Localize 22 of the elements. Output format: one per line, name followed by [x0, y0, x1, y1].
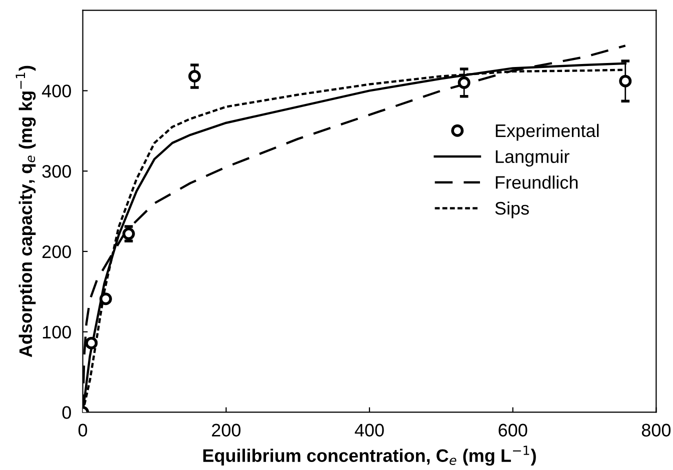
x-tick-label: 600	[498, 424, 528, 437]
point	[188, 70, 201, 82]
legend-label: Freundlich	[496, 176, 578, 189]
point	[619, 74, 632, 88]
point	[85, 336, 98, 350]
x-tick-label: 0	[78, 424, 88, 437]
x-tick-label: 200	[212, 424, 240, 437]
legend-label: Sips	[495, 201, 529, 218]
y-tick-label: 400	[42, 84, 71, 98]
y-tick-label: 0	[62, 406, 71, 419]
point	[122, 228, 135, 240]
y-axis-title: Adsorption capacity, q$_{e}$ (mg kg$^{−1}$)	[16, 66, 36, 358]
point	[458, 76, 470, 89]
x-tick-label: 400	[354, 424, 384, 437]
y-tick-label: 300	[42, 165, 71, 178]
point	[99, 292, 112, 306]
x-axis-title: Equilibrium concentration, C$_{e}$ (mg L$^{−1}$)	[203, 446, 536, 466]
x-tick-label: 800	[642, 424, 671, 437]
legend-label: Experimental	[496, 124, 599, 141]
y-tick-label: 200	[42, 245, 71, 258]
y-tick-label: 100	[42, 326, 71, 339]
legend-label: Langmuir	[496, 150, 570, 167]
